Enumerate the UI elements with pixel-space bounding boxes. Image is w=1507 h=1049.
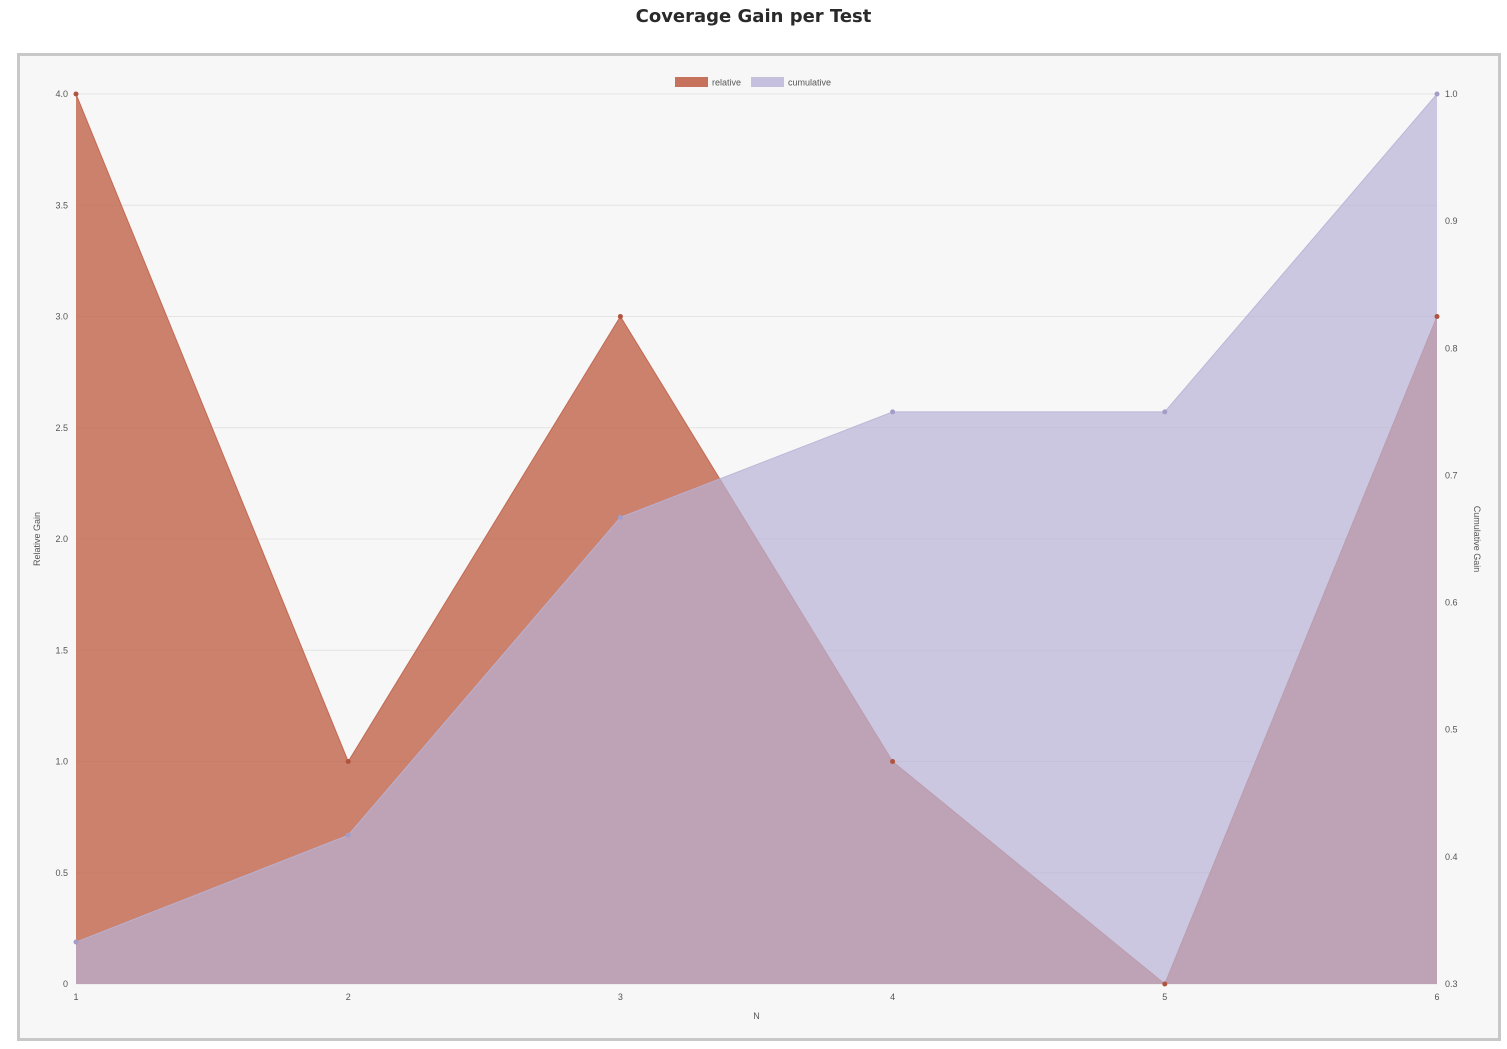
area-cumulative: [76, 94, 1437, 984]
legend-swatch-cumulative[interactable]: [751, 77, 784, 87]
line-cumulative: [75, 93, 1438, 943]
y2-tick-label: 0.4: [1445, 852, 1458, 862]
y2-tick-label: 0.6: [1445, 598, 1458, 608]
legend-label-cumulative: cumulative: [788, 78, 831, 88]
y2-tick-label: 0.9: [1445, 216, 1458, 226]
x-axis-title: N: [753, 1011, 760, 1021]
chart-frame: 0 0.5 1.0 1.5 2.0 2.5 3.0 3.5 4.0 0.3 0.4 0.5 0.6 0.7…: [17, 53, 1501, 1041]
point-cumulative[interactable]: [890, 409, 896, 415]
x-tick-label: 6: [1434, 992, 1439, 1002]
legend-swatch-relative[interactable]: [675, 77, 708, 87]
point-relative[interactable]: [345, 759, 351, 764]
y-tick-label: 4.0: [55, 89, 68, 99]
page-title: Coverage Gain per Test: [635, 6, 872, 27]
point-relative[interactable]: [617, 314, 623, 319]
y-tick-label: 2.0: [55, 534, 68, 544]
y-axis-title: Relative Gain: [32, 512, 42, 566]
point-cumulative[interactable]: [1162, 409, 1168, 415]
y2-tick-label: 0.5: [1445, 725, 1458, 735]
point-relative[interactable]: [1434, 314, 1440, 319]
point-relative[interactable]: [73, 91, 79, 97]
y-tick-label: 3.5: [55, 200, 68, 210]
y-tick-label: 1.5: [55, 645, 68, 655]
point-relative[interactable]: [1162, 981, 1168, 987]
legend-label-relative: relative: [712, 78, 741, 88]
y-tick-label: 3.0: [55, 312, 68, 322]
coverage-chart: 0 0.5 1.0 1.5 2.0 2.5 3.0 3.5 4.0 0.3 0.4 0.5 0.6 0.7…: [32, 77, 1482, 1021]
y2-tick-label: 0.8: [1445, 343, 1458, 353]
y-tick-label: 0.5: [55, 868, 68, 878]
x-tick-label: 3: [618, 992, 623, 1002]
x-tick-label: 5: [1162, 992, 1167, 1002]
x-tick-label: 2: [346, 992, 351, 1002]
point-cumulative[interactable]: [1434, 91, 1440, 97]
y2-axis-title: Cumulative Gain: [1472, 506, 1482, 573]
y2-tick-label: 0.3: [1445, 979, 1458, 989]
y-tick-label: 0: [63, 979, 68, 989]
x-tick-label: 1: [73, 992, 78, 1002]
point-cumulative[interactable]: [345, 832, 351, 838]
point-cumulative[interactable]: [617, 514, 623, 520]
x-tick-label: 4: [890, 992, 895, 1002]
point-cumulative[interactable]: [73, 939, 79, 945]
y2-tick-label: 0.7: [1445, 470, 1458, 480]
y-tick-label: 1.0: [55, 757, 68, 767]
y-tick-label: 2.5: [55, 423, 68, 433]
y2-tick-label: 1.0: [1445, 89, 1458, 99]
point-relative[interactable]: [890, 759, 896, 764]
